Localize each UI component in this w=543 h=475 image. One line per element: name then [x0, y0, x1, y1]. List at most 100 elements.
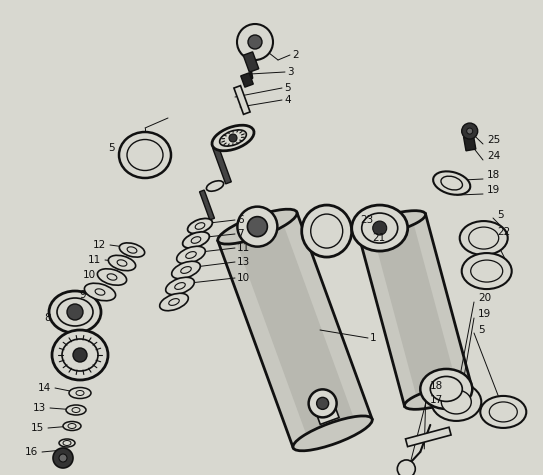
Text: 2: 2: [292, 50, 299, 60]
Ellipse shape: [433, 171, 470, 195]
Ellipse shape: [63, 440, 71, 446]
Text: 7: 7: [237, 229, 244, 239]
Text: 19: 19: [487, 185, 500, 195]
Ellipse shape: [49, 291, 101, 333]
Circle shape: [317, 398, 329, 409]
Text: 13: 13: [237, 257, 250, 267]
Circle shape: [462, 123, 478, 139]
Ellipse shape: [212, 125, 254, 151]
Circle shape: [237, 207, 277, 247]
Text: 11: 11: [88, 255, 101, 265]
Ellipse shape: [462, 253, 512, 289]
Ellipse shape: [63, 421, 81, 430]
Ellipse shape: [84, 283, 116, 301]
Text: 3: 3: [287, 67, 294, 77]
Ellipse shape: [489, 402, 517, 422]
Text: 4: 4: [284, 95, 291, 105]
Polygon shape: [218, 212, 372, 448]
Ellipse shape: [176, 246, 205, 264]
Circle shape: [73, 348, 87, 362]
Ellipse shape: [97, 269, 127, 285]
Ellipse shape: [119, 132, 171, 178]
Ellipse shape: [431, 383, 481, 421]
Ellipse shape: [68, 424, 76, 428]
Text: 9: 9: [79, 290, 86, 300]
Polygon shape: [358, 214, 472, 406]
Ellipse shape: [127, 247, 137, 253]
Text: 21: 21: [372, 233, 385, 243]
Ellipse shape: [311, 214, 343, 248]
Ellipse shape: [441, 176, 463, 190]
Circle shape: [248, 35, 262, 49]
Circle shape: [229, 134, 237, 142]
Ellipse shape: [358, 211, 426, 236]
Text: 22: 22: [497, 227, 510, 237]
Text: 19: 19: [478, 309, 491, 319]
Ellipse shape: [169, 299, 179, 305]
Ellipse shape: [441, 390, 471, 414]
Ellipse shape: [187, 218, 212, 234]
Ellipse shape: [107, 274, 117, 280]
Text: 8: 8: [45, 313, 51, 323]
Text: 23: 23: [360, 215, 373, 225]
Polygon shape: [241, 73, 253, 87]
Polygon shape: [234, 86, 250, 114]
Text: 11: 11: [237, 243, 250, 253]
Ellipse shape: [405, 385, 472, 409]
Ellipse shape: [95, 289, 105, 295]
Ellipse shape: [181, 266, 191, 274]
Ellipse shape: [69, 388, 91, 399]
Circle shape: [372, 221, 387, 235]
Ellipse shape: [127, 140, 163, 171]
Text: 16: 16: [25, 447, 38, 457]
Text: 18: 18: [430, 381, 443, 391]
Ellipse shape: [218, 209, 297, 244]
Ellipse shape: [119, 243, 144, 257]
Text: 5: 5: [478, 325, 484, 335]
Ellipse shape: [182, 232, 210, 248]
Ellipse shape: [471, 260, 503, 282]
Ellipse shape: [362, 213, 397, 243]
Ellipse shape: [175, 283, 185, 289]
Text: 24: 24: [487, 151, 500, 161]
Text: 15: 15: [31, 423, 44, 433]
Circle shape: [308, 390, 337, 418]
Ellipse shape: [166, 277, 194, 294]
Text: 14: 14: [38, 383, 51, 393]
Polygon shape: [233, 218, 356, 442]
Polygon shape: [371, 218, 459, 402]
Polygon shape: [213, 146, 231, 184]
Circle shape: [53, 448, 73, 468]
Ellipse shape: [191, 237, 201, 243]
Circle shape: [237, 24, 273, 60]
Circle shape: [67, 304, 83, 320]
Ellipse shape: [76, 390, 84, 396]
Ellipse shape: [59, 439, 75, 447]
Text: 6: 6: [237, 215, 244, 225]
Ellipse shape: [352, 205, 408, 251]
Ellipse shape: [109, 256, 136, 271]
Ellipse shape: [293, 416, 372, 451]
Circle shape: [248, 217, 267, 237]
Circle shape: [466, 128, 473, 134]
Ellipse shape: [66, 405, 86, 415]
Ellipse shape: [206, 181, 224, 191]
Text: 18: 18: [487, 170, 500, 180]
Ellipse shape: [469, 227, 498, 249]
Polygon shape: [199, 190, 214, 220]
Ellipse shape: [186, 252, 196, 258]
Ellipse shape: [117, 260, 127, 266]
Ellipse shape: [160, 293, 188, 311]
Ellipse shape: [460, 221, 508, 255]
Ellipse shape: [52, 330, 108, 380]
Polygon shape: [316, 406, 339, 425]
Circle shape: [59, 454, 67, 462]
Text: 10: 10: [83, 270, 96, 280]
Polygon shape: [243, 52, 259, 72]
Ellipse shape: [62, 339, 98, 371]
Text: 10: 10: [237, 273, 250, 283]
Text: 13: 13: [33, 403, 46, 413]
Circle shape: [397, 460, 415, 475]
Polygon shape: [406, 427, 451, 446]
Polygon shape: [464, 135, 476, 151]
